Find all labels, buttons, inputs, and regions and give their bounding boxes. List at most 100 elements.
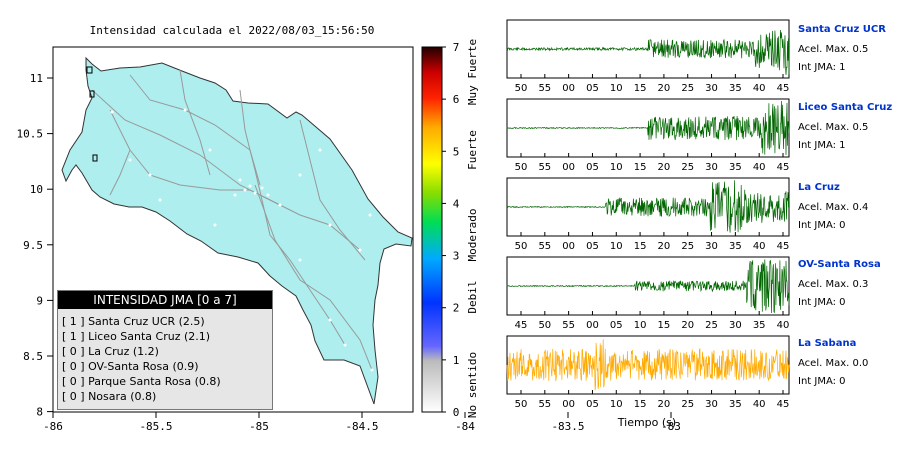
time-tick-label: 45 <box>777 399 790 410</box>
time-tick-label: 50 <box>515 399 528 410</box>
time-tick-label: 55 <box>538 241 551 252</box>
time-tick-label: 25 <box>705 320 718 331</box>
station-info: Liceo Santa Cruz Acel. Max. 0.5 Int JMA:… <box>798 102 892 158</box>
time-tick-label: 20 <box>658 162 671 173</box>
colorbar-labels: No sentido Debil Moderado Fuerte Muy Fuerte <box>466 39 479 418</box>
y-tick-label: 8.5 <box>23 350 43 363</box>
time-tick-label: 35 <box>729 83 742 94</box>
map-title: Intensidad calculada el 2022/08/03_15:56… <box>90 24 375 37</box>
waveform-panel: 50 55 00 05 10 15 20 25 30 35 40 45 <box>506 177 790 252</box>
station-max-accel: Acel. Max. 0.5 <box>798 122 869 133</box>
map-land <box>61 56 413 405</box>
time-tick-label: 15 <box>658 320 671 331</box>
time-tick-label: 55 <box>538 399 551 410</box>
station-name: OV-Santa Rosa <box>798 259 881 270</box>
time-tick-label: 35 <box>729 399 742 410</box>
legend-row: [ 0 ] La Cruz (1.2) <box>62 345 159 358</box>
time-tick-label: 35 <box>753 320 766 331</box>
waveform-trace <box>506 29 790 76</box>
station-intensity: Int JMA: 0 <box>798 220 846 231</box>
time-tick-label: 10 <box>610 241 623 252</box>
colorbar-category-label: Debil <box>466 280 479 313</box>
legend-row: [ 1 ] Liceo Santa Cruz (2.1) <box>62 330 211 343</box>
colorbar <box>421 46 443 413</box>
time-tick-label: 15 <box>634 162 647 173</box>
x-tick-label: -84.5 <box>345 420 378 433</box>
station-name: La Cruz <box>798 182 840 193</box>
waveform-trace <box>506 180 790 233</box>
station-max-accel: Acel. Max. 0.4 <box>798 202 869 213</box>
waveform-trace <box>506 339 790 391</box>
station-name: Liceo Santa Cruz <box>798 102 893 113</box>
colorbar-category-label: No sentido <box>466 352 479 418</box>
time-tick-label: 50 <box>515 83 528 94</box>
station-name: Santa Cruz UCR <box>798 24 886 35</box>
map-stations <box>86 66 98 162</box>
time-tick-label: 00 <box>562 241 575 252</box>
waveform-trace <box>506 259 790 314</box>
time-tick-label: 00 <box>562 83 575 94</box>
time-tick-label: 40 <box>777 320 790 331</box>
station-info: Santa Cruz UCR Acel. Max. 0.5 Int JMA: 1 <box>798 24 886 80</box>
time-tick-label: 20 <box>658 241 671 252</box>
station-max-accel: Acel. Max. 0.5 <box>798 44 869 55</box>
station-info: OV-Santa Rosa Acel. Max. 0.3 Int JMA: 0 <box>798 259 881 315</box>
time-tick-label: 15 <box>634 399 647 410</box>
legend-row: [ 0 ] OV-Santa Rosa (0.9) <box>62 360 199 373</box>
time-tick-label: 55 <box>562 320 575 331</box>
x-tick-label: -84 <box>455 420 475 433</box>
waveform-panel: 50 55 00 05 10 15 20 25 30 35 40 45 <box>506 335 790 410</box>
colorbar-tick-label: 2 <box>453 302 460 315</box>
colorbar-tick-label: 0 <box>453 406 460 419</box>
intensity-legend: INTENSIDAD JMA [0 a 7] [ 1 ] Santa Cruz … <box>57 290 273 410</box>
colorbar-tick-label: 7 <box>453 41 460 54</box>
y-tick-label: 9.5 <box>23 239 43 252</box>
y-tick-label: 8 <box>36 406 43 419</box>
x-tick-label: -83 <box>661 420 681 433</box>
time-tick-label: 10 <box>610 162 623 173</box>
colorbar-category-label: Moderado <box>466 209 479 262</box>
colorbar-tick-label: 4 <box>453 197 460 210</box>
time-tick-label: 05 <box>586 162 599 173</box>
station-intensity: Int JMA: 0 <box>798 376 846 387</box>
time-tick-label: 30 <box>729 320 742 331</box>
time-tick-label: 05 <box>586 83 599 94</box>
colorbar-tick-label: 3 <box>453 250 460 263</box>
colorbar-tick-label: 5 <box>453 145 460 158</box>
time-tick-label: 10 <box>634 320 647 331</box>
map-roads <box>91 69 373 371</box>
x-tick-label: -86 <box>43 420 63 433</box>
waveform-panel: 50 55 00 05 10 15 20 25 30 35 40 45 <box>506 19 790 94</box>
time-tick-label: 40 <box>753 241 766 252</box>
time-tick-label: 05 <box>610 320 623 331</box>
time-tick-label: 35 <box>729 162 742 173</box>
station-info: La Sabana Acel. Max. 0.0 Int JMA: 0 <box>798 338 868 394</box>
waveform-panels: 50 55 00 05 10 15 20 25 30 35 40 45 50 55 00 05 10 15 20 25… <box>506 19 790 410</box>
x-tick-label: -85 <box>249 420 269 433</box>
time-tick-label: 15 <box>634 83 647 94</box>
time-tick-label: 30 <box>705 399 718 410</box>
colorbar-category-label: Fuerte <box>466 130 479 170</box>
legend-row: [ 0 ] Parque Santa Rosa (0.8) <box>62 375 221 388</box>
time-tick-label: 45 <box>515 320 528 331</box>
colorbar-category-label: Muy Fuerte <box>466 39 479 105</box>
time-tick-label: 00 <box>562 399 575 410</box>
map-x-axis: -86 -85.5 -85 -84.5 -84 -83.5 -83 <box>43 412 681 433</box>
station-max-accel: Acel. Max. 0.3 <box>798 279 869 290</box>
y-tick-label: 10 <box>30 183 43 196</box>
legend-row: [ 1 ] Santa Cruz UCR (2.5) <box>62 315 205 328</box>
station-max-accel: Acel. Max. 0.0 <box>798 358 869 369</box>
time-tick-label: 15 <box>634 241 647 252</box>
waveform-panel: 45 50 55 00 05 10 15 20 25 30 35 40 <box>506 256 790 331</box>
time-tick-label: 05 <box>586 241 599 252</box>
time-tick-label: 50 <box>515 241 528 252</box>
y-tick-label: 10.5 <box>17 128 44 141</box>
time-tick-label: 25 <box>681 162 694 173</box>
time-tick-label: 20 <box>658 83 671 94</box>
time-tick-label: 25 <box>681 399 694 410</box>
time-tick-label: 40 <box>753 162 766 173</box>
legend-row: [ 0 ] Nosara (0.8) <box>62 390 157 403</box>
time-tick-label: 00 <box>562 162 575 173</box>
legend-title: INTENSIDAD JMA [0 a 7] <box>58 291 272 309</box>
